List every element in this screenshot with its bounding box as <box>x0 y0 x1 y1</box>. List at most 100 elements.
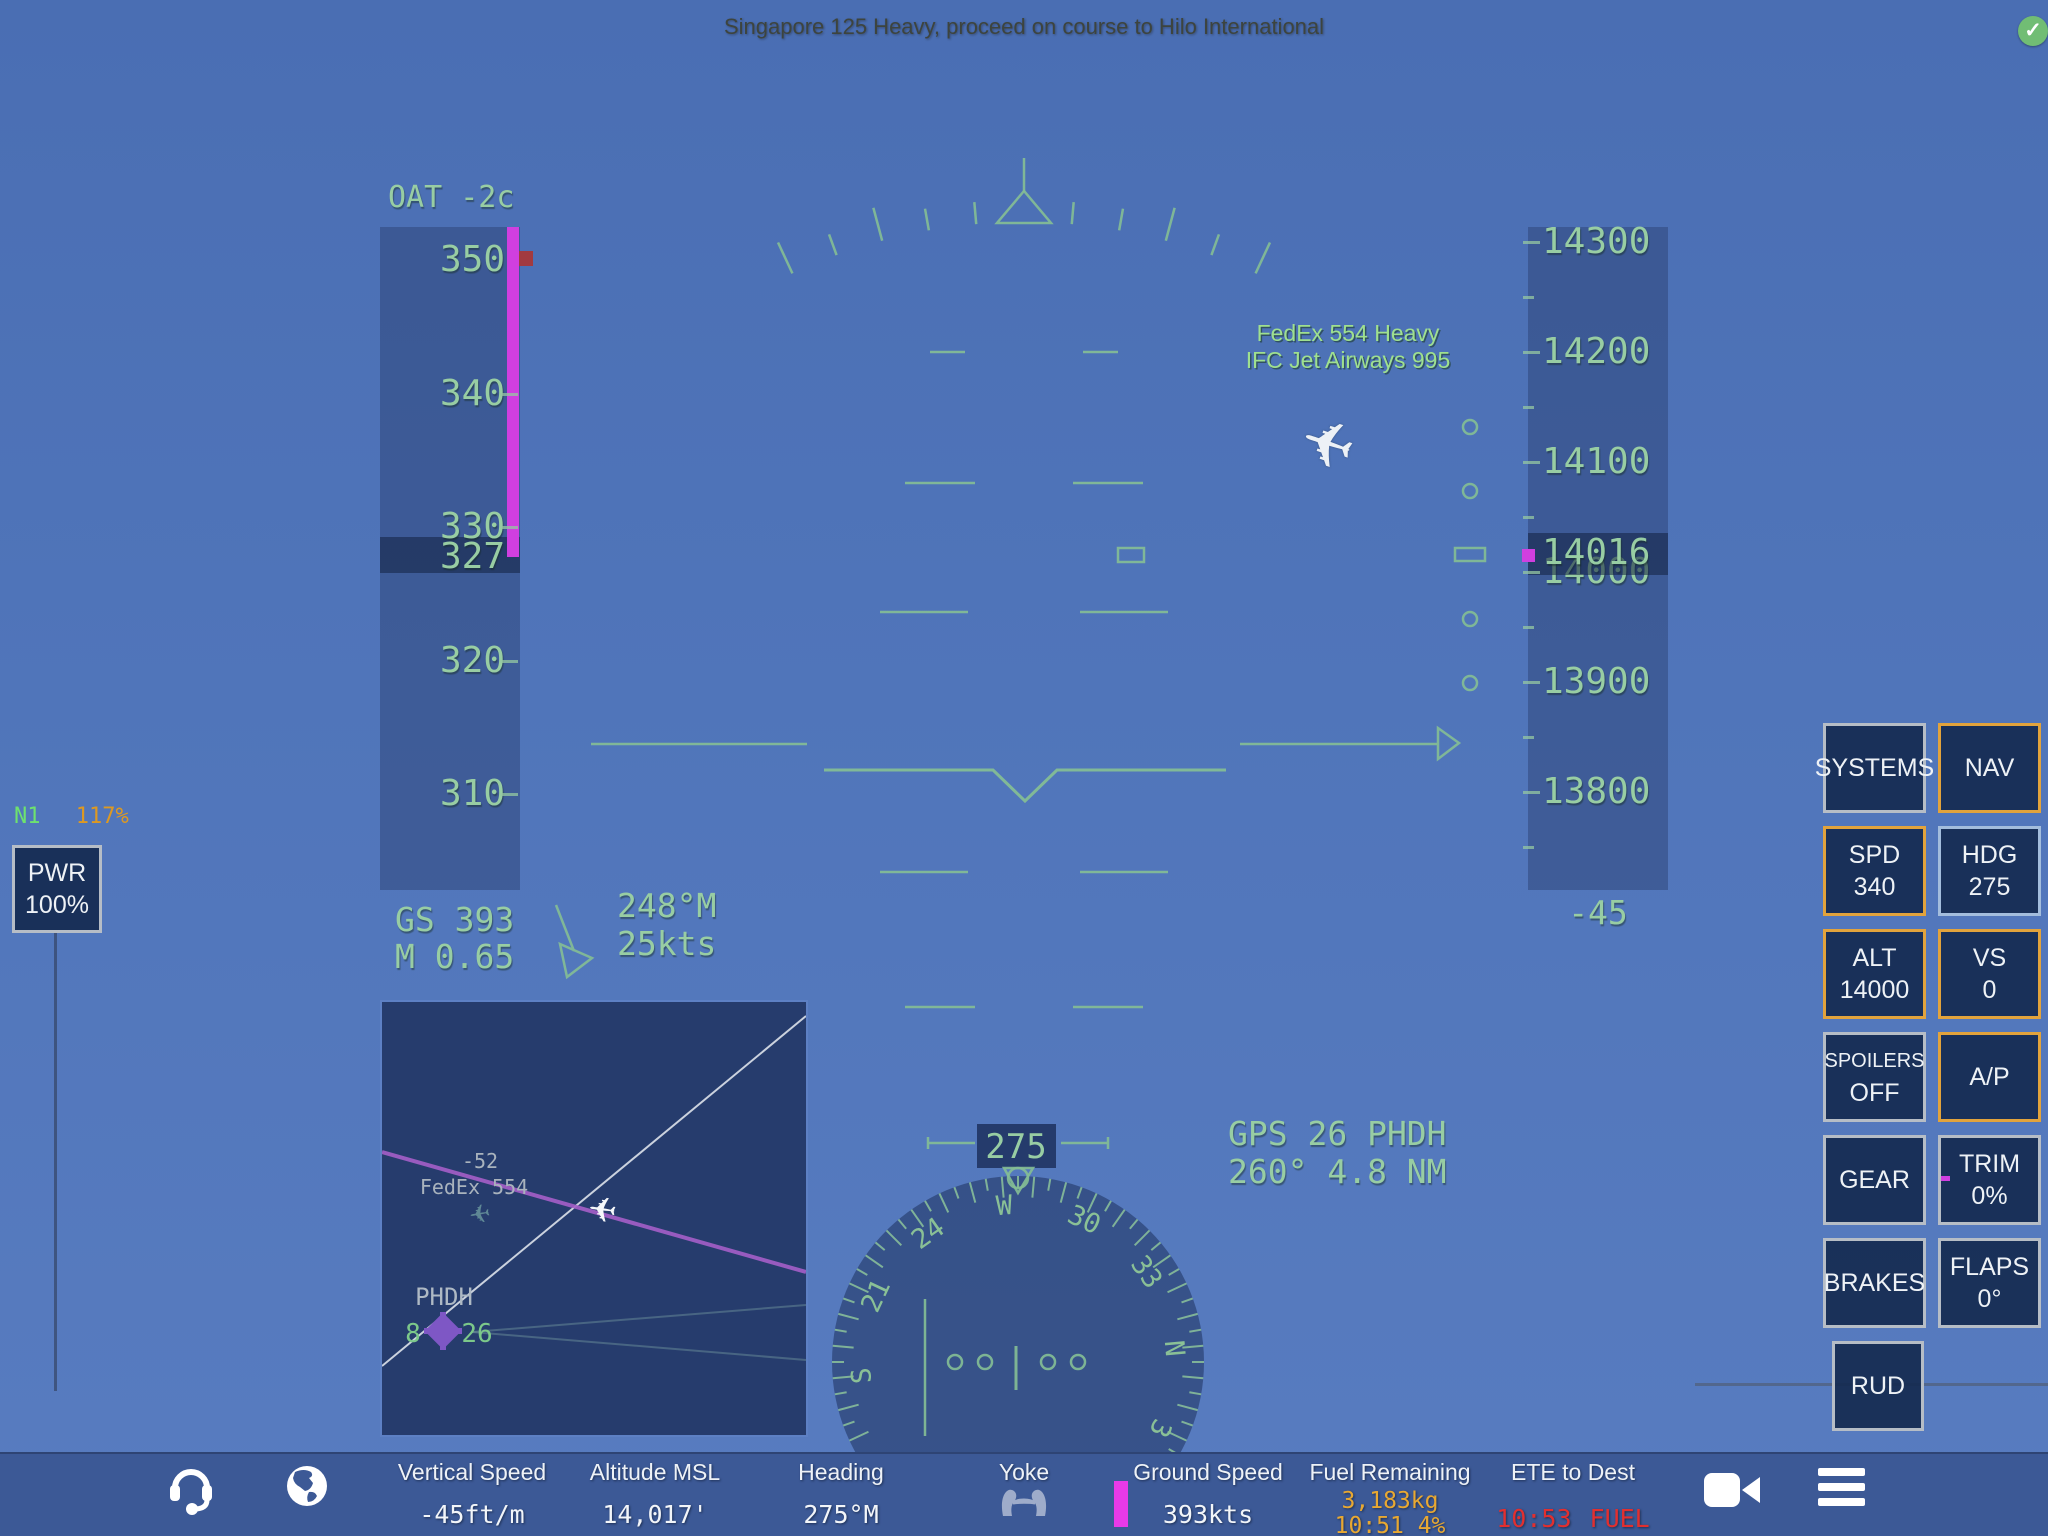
nav-button[interactable]: NAV <box>1938 723 2041 813</box>
systems-button[interactable]: SYSTEMS <box>1815 723 1934 813</box>
alt-tick-label: 13800 <box>1542 771 1651 812</box>
current-speed-band <box>380 537 520 573</box>
minimap-canvas: -52 FedEx 554 ✈ ✈ PHDH 8 26 <box>382 1015 806 1367</box>
fuel-label: Fuel Remaining <box>1309 1459 1471 1485</box>
pitch-ladder <box>880 350 1168 1009</box>
groundspeed-text: GS 393 <box>395 900 515 939</box>
map-traffic-callsign-label: FedEx 554 <box>420 1175 528 1199</box>
ownship-icon: ✈ <box>585 1183 620 1240</box>
svg-text:W: W <box>995 1190 1015 1222</box>
speed-tape: 350 340 330 320 310 327 <box>380 227 533 890</box>
ete-value[interactable]: 10:53 FUEL <box>1496 1504 1650 1533</box>
speed-trend-bar <box>507 227 519 557</box>
yoke-icon <box>1001 1489 1047 1516</box>
camera-icon[interactable] <box>1702 1469 1764 1511</box>
heading-pointer-triangle <box>1001 1166 1036 1196</box>
atc-message: Singapore 125 Heavy, proceed on course t… <box>723 14 1325 39</box>
fuel-quantity-value[interactable]: 3,183kg <box>1341 1488 1439 1514</box>
vs-button[interactable]: VS 0 <box>1938 929 2041 1019</box>
n1-readout: N1 117% <box>14 804 129 829</box>
runway-number-left: 8 <box>405 1319 421 1349</box>
aircraft-reference-symbol <box>824 768 1226 804</box>
altitude-bug-marker <box>1522 549 1535 562</box>
compass-rose: W 24 21 S 30 33 N 3 275 <box>832 1124 1204 1452</box>
bank-angle-arc <box>776 202 1272 274</box>
throttle-position-bar[interactable] <box>1114 1481 1128 1527</box>
speed-tick-label: 320 <box>439 640 505 681</box>
spd-button[interactable]: SPD 340 <box>1823 826 1926 916</box>
map-globe-icon[interactable] <box>285 1464 329 1508</box>
selected-heading-value: 275 <box>985 1127 1046 1167</box>
traffic-line2: IFC Jet Airways 995 <box>1245 347 1451 373</box>
groundspeed-mach-readout: GS 393 M 0.65 <box>395 901 514 975</box>
traffic-callout-label: FedEx 554 Heavy IFC Jet Airways 995 <box>1208 320 1488 374</box>
current-speed-value: 327 <box>439 536 505 577</box>
wind-speed: 25kts <box>617 924 717 963</box>
flight-plan-route-line <box>382 1150 806 1274</box>
max-speed-marker <box>519 251 533 266</box>
gps-line2: 260° 4.8 NM <box>1228 1152 1447 1191</box>
hdg-button[interactable]: HDG 275 <box>1938 826 2041 916</box>
current-altitude-value: 14016 <box>1542 532 1651 573</box>
course-deviation-indicator <box>923 1299 1087 1436</box>
vs-value[interactable]: -45ft/m <box>419 1500 525 1529</box>
compass-tick-marks <box>832 1176 1204 1452</box>
rudder-button[interactable]: RUD <box>1832 1341 1924 1431</box>
alt-msl-label: Altitude MSL <box>589 1459 721 1485</box>
wind-direction: 248°M <box>617 886 717 925</box>
gps-waypoint-readout: GPS 26 PHDH 260° 4.8 NM <box>1228 1115 1447 1191</box>
bottom-status-bar: Vertical Speed -45ft/m Altitude MSL 14,0… <box>0 1452 2048 1536</box>
alt-msl-value[interactable]: 14,017' <box>602 1500 708 1529</box>
ground-speed-value[interactable]: 393kts <box>1162 1500 1254 1529</box>
throttle-track[interactable] <box>54 933 57 1391</box>
speed-tick-label: 310 <box>439 773 505 814</box>
map-traffic-vs-label: -52 <box>462 1149 498 1173</box>
gps-line1: GPS 26 PHDH <box>1228 1114 1447 1153</box>
runway-feather-line <box>471 1304 806 1333</box>
altitude-tape: 14300 14200 14100 14000 13900 13800 1401… <box>1522 221 1668 890</box>
atc-audio-icon[interactable] <box>166 1464 216 1516</box>
selected-heading-box <box>977 1124 1056 1168</box>
gear-button[interactable]: GEAR <box>1823 1135 1926 1225</box>
mach-text: M 0.65 <box>395 937 515 976</box>
power-button[interactable]: PWR 100% <box>12 845 102 933</box>
vs-label: Vertical Speed <box>397 1459 547 1485</box>
fuel-time-value: 10:51 4% <box>1334 1513 1446 1536</box>
vertical-speed-readout: -45 <box>1568 893 1628 932</box>
n1-label: N1 <box>14 804 41 829</box>
ground-speed-label: Ground Speed <box>1133 1459 1283 1485</box>
trim-indicator-tick <box>1941 1176 1950 1181</box>
extended-centerline <box>382 1015 806 1367</box>
map-traffic-icon: ✈ <box>466 1194 493 1237</box>
power-button-label: PWR <box>27 858 87 887</box>
heading-label: Heading <box>798 1459 884 1485</box>
speed-tick-label: 350 <box>439 239 505 280</box>
minimap[interactable]: -52 FedEx 554 ✈ ✈ PHDH 8 26 <box>380 1000 808 1437</box>
airport-code-label: PHDH <box>415 1283 473 1311</box>
compass-disc <box>832 1176 1204 1452</box>
brakes-button[interactable]: BRAKES <box>1823 1238 1926 1328</box>
svg-text:S: S <box>846 1366 878 1385</box>
alt-button[interactable]: ALT 14000 <box>1823 929 1926 1019</box>
altitude-marker-box <box>1116 546 1146 564</box>
runway-feather-line <box>471 1331 806 1361</box>
alt-tick-label: 13900 <box>1542 661 1651 702</box>
n1-value: 117% <box>75 804 129 829</box>
ete-label: ETE to Dest <box>1511 1459 1635 1485</box>
oat-readout: OAT -2c <box>388 180 515 215</box>
alt-tick-label: 14300 <box>1542 221 1651 262</box>
bank-pointer-triangle <box>994 189 1054 225</box>
spoilers-button[interactable]: SPOILERS OFF <box>1823 1032 1926 1122</box>
menu-icon[interactable] <box>1818 1468 1865 1506</box>
autopilot-button[interactable]: A/P <box>1938 1032 2041 1122</box>
alt-tick-label: 14200 <box>1542 331 1651 372</box>
current-altitude-band <box>1528 533 1668 575</box>
heading-value[interactable]: 275°M <box>803 1500 879 1529</box>
speed-tick-label: 340 <box>439 373 505 414</box>
alt-tick-label: 14100 <box>1542 441 1651 482</box>
trim-button[interactable]: TRIM 0% <box>1938 1135 2041 1225</box>
wind-readout: 248°M 25kts <box>617 887 716 963</box>
flaps-button[interactable]: FLAPS 0° <box>1938 1238 2041 1328</box>
speed-tick-label: 330 <box>439 506 505 547</box>
